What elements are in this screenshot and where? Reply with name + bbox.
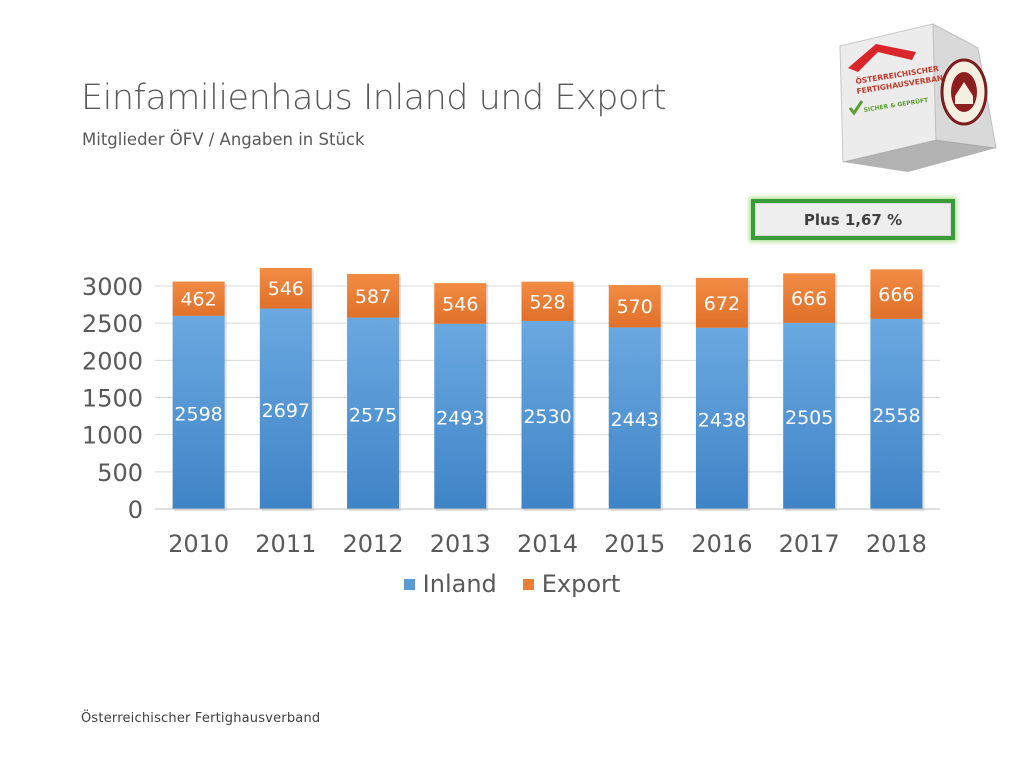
data-label-inland: 2493 (436, 407, 484, 429)
data-label-export: 570 (617, 296, 653, 318)
data-label-export: 528 (529, 291, 565, 313)
growth-badge: Plus 1,67 % (751, 199, 955, 240)
x-tick-label: 2015 (604, 530, 665, 558)
bar-export-2011 (259, 267, 312, 309)
legend-label-inland: Inland (422, 570, 497, 598)
y-tick-label: 500 (97, 459, 143, 487)
bar-export-2010 (172, 281, 225, 316)
x-tick-label: 2014 (517, 530, 578, 558)
page-subtitle: Mitglieder ÖFV / Angaben in Stück (82, 130, 365, 149)
bar-inland-2014 (521, 320, 574, 509)
data-label-inland: 2443 (611, 409, 659, 431)
y-tick-label: 1000 (82, 422, 143, 450)
bar-inland-2018 (870, 318, 923, 509)
bar-export-2018 (870, 269, 923, 319)
footer-text: Österreichischer Fertighausverband (81, 711, 321, 726)
bar-export-2012 (347, 273, 400, 318)
bars-layer (172, 267, 925, 511)
data-label-export: 672 (704, 293, 740, 315)
y-tick-label: 0 (128, 496, 143, 524)
bar-inland-2012 (347, 317, 400, 509)
x-tick-label: 2017 (779, 530, 840, 558)
data-label-export: 546 (442, 293, 478, 315)
data-label-inland: 2438 (698, 409, 746, 431)
x-tick-label: 2018 (866, 530, 927, 558)
bar-export-2013 (434, 283, 487, 324)
y-tick-label: 2000 (82, 347, 143, 375)
bar-inland-2017 (783, 322, 836, 509)
legend-item-export: Export (522, 570, 621, 598)
x-tick-label: 2016 (691, 530, 752, 558)
data-label-export: 462 (180, 289, 216, 311)
bar-inland-2011 (259, 308, 312, 509)
bar-inland-2013 (434, 323, 487, 509)
stacked-bar-chart: 2598 462 2697 546 2575 587 2493 546 2530 528 2443 5… (82, 267, 940, 558)
bar-inland-2015 (608, 327, 661, 509)
bar-export-2016 (695, 277, 748, 328)
bar-export-2014 (521, 281, 574, 321)
chart-legend: Inland Export (0, 570, 1024, 598)
y-tick-label: 1500 (82, 385, 143, 413)
oefv-logo: ÖSTERREICHISCHER FERTIGHAUSVERBAND SICHE… (839, 23, 997, 172)
x-tick-label: 2010 (168, 530, 229, 558)
x-axis: 2010 2011 2012 2013 2014 2015 2016 2017 2018 (155, 508, 940, 558)
bar-export-2015 (608, 285, 661, 328)
x-tick-label: 2011 (255, 530, 316, 558)
data-label-inland: 2575 (349, 404, 397, 426)
legend-swatch-export (522, 578, 534, 590)
data-label-export: 666 (791, 288, 827, 310)
data-label-export: 666 (878, 284, 914, 306)
page-title: Einfamilienhaus Inland und Export (81, 78, 666, 118)
y-axis: 0 500 1000 1500 2000 2500 3000 (82, 273, 143, 524)
data-label-inland: 2598 (174, 403, 222, 425)
y-tick-label: 2500 (82, 310, 143, 338)
growth-badge-label: Plus 1,67 % (755, 203, 951, 236)
bar-inland-2016 (695, 327, 748, 509)
legend-label-export: Export (541, 570, 621, 598)
bar-inland-2010 (172, 315, 225, 509)
data-label-export: 546 (268, 278, 304, 300)
bar-export-2017 (783, 273, 836, 323)
data-label-inland: 2505 (785, 407, 833, 429)
legend-item-inland: Inland (403, 570, 497, 598)
x-tick-label: 2013 (430, 530, 491, 558)
data-label-export: 587 (355, 286, 391, 308)
data-label-inland: 2530 (523, 406, 571, 428)
check-icon (848, 100, 864, 116)
y-tick-label: 3000 (82, 273, 143, 301)
data-label-inland: 2697 (262, 400, 310, 422)
x-tick-label: 2012 (343, 530, 404, 558)
data-label-inland: 2558 (872, 405, 920, 427)
legend-swatch-inland (403, 578, 415, 590)
labels-layer: 2598 462 2697 546 2575 587 2493 546 2530 528 2443 5… (174, 278, 920, 431)
